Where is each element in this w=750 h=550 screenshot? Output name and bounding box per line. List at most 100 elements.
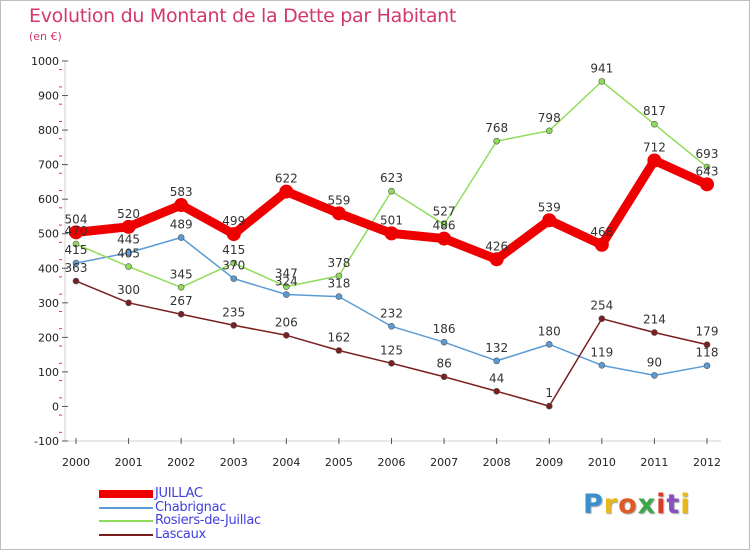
data-point [121,219,136,234]
data-point [700,177,714,192]
data-point [388,323,395,330]
data-point [703,362,711,369]
data-point [177,283,185,291]
data-label: 415 [222,243,245,257]
data-label: 125 [380,343,403,357]
x-tick-label: 2001 [115,456,143,469]
data-point [125,263,132,270]
legend-label: JUILLAC [155,486,203,501]
data-label: 504 [65,212,88,226]
y-tick-label: 400 [38,262,59,275]
y-tick-label: 500 [38,228,59,241]
data-point [72,259,80,267]
data-labels: 504 520 583 499 622 559 501 486 426 539 468 712 643 4… [65,61,719,400]
data-label: 527 [433,204,456,218]
data-label: 370 [222,259,245,273]
data-point [174,198,189,213]
data-point [493,387,500,395]
data-label: 267 [170,294,193,308]
x-tick-label: 2007 [430,456,458,469]
y-tick-label: 200 [38,331,59,344]
data-label: 44 [489,371,504,385]
data-point [388,359,395,367]
data-point [493,357,500,365]
x-tick-label: 2008 [483,456,511,469]
x-tick-label: 2004 [272,456,300,469]
data-label: 798 [538,111,561,125]
data-point [598,362,606,369]
data-label: 1 [545,386,553,400]
y-tick-label: 100 [38,366,59,379]
x-tick-label: 2010 [588,456,616,469]
data-point [283,331,290,339]
series-layer [69,78,714,410]
x-tick-label: 2002 [167,456,195,469]
data-point [703,341,711,348]
data-label: 426 [485,239,508,253]
data-point [72,240,80,248]
data-label: 214 [643,313,666,327]
data-point [125,249,132,257]
y-tick-label: 1000 [31,55,59,68]
data-point [545,127,553,135]
axes: -100 0 100 200 300 400 500 600 700 800 900 1000 2000… [31,55,721,469]
data-label: 643 [696,164,719,178]
proxiti-logo[interactable]: Proxiti [583,489,691,520]
unit-label: (en €) [29,30,62,43]
x-tick-label: 2011 [640,456,668,469]
data-point [545,340,553,348]
data-point [384,226,399,241]
data-label: 768 [485,121,508,135]
data-point [226,227,241,242]
data-point [230,275,238,282]
data-label: 486 [433,219,456,233]
data-point [489,252,504,267]
x-tick-label: 2012 [693,456,721,469]
data-label: 622 [275,172,298,186]
data-point [331,206,346,221]
data-label: 318 [327,277,350,291]
data-point [598,78,606,85]
data-label: 180 [538,324,561,338]
data-label: 693 [696,147,719,161]
data-label: 132 [485,341,508,355]
data-label: 470 [65,224,88,238]
logo-letter: o [618,489,638,520]
data-label: 363 [65,261,88,275]
data-label: 583 [170,185,193,199]
data-label: 539 [538,200,561,214]
data-point [125,299,132,307]
data-point [542,213,557,228]
data-label: 501 [380,213,403,227]
data-label: 324 [275,275,298,289]
data-label: 445 [117,233,140,247]
data-label: 118 [696,346,719,360]
data-point [545,402,553,410]
logo-letter: i [680,489,691,520]
data-label: 489 [170,218,193,232]
legend-label: Rosiers-de-Juillac [155,513,261,528]
data-label: 623 [380,171,403,185]
data-point [651,120,658,128]
data-label: 712 [643,140,666,154]
data-point [388,187,395,195]
y-tick-label: -100 [34,435,59,448]
x-tick-label: 2000 [62,456,90,469]
y-tick-label: 600 [38,193,59,206]
data-label: 232 [380,306,403,320]
legend-swatch [99,520,153,522]
data-point [594,237,609,252]
data-point [230,321,238,329]
legend-swatch [99,490,153,498]
data-label: 254 [590,299,613,313]
data-label: 347 [275,267,298,281]
y-tick-label: 700 [38,159,59,172]
x-tick-label: 2006 [378,456,406,469]
data-label: 162 [327,330,350,344]
data-label: 559 [327,193,350,207]
data-point [493,137,500,145]
data-label: 235 [222,305,245,319]
legend-swatch [99,533,153,536]
